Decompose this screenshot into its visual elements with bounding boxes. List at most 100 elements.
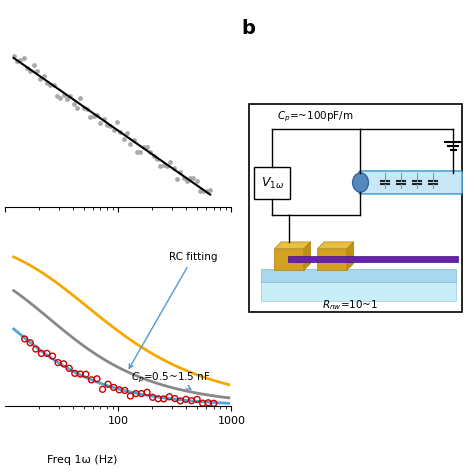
Point [173, 175, 181, 183]
Polygon shape [347, 242, 354, 270]
Point [27, 67, 34, 74]
Text: RC fitting: RC fitting [129, 252, 217, 368]
Point [90, 112, 97, 120]
Text: $R_{nw}$=10~1: $R_{nw}$=10~1 [322, 298, 378, 312]
Point [186, 174, 194, 182]
Point [155, 395, 162, 402]
Point [86, 114, 94, 121]
Point [103, 122, 111, 129]
Point [127, 141, 134, 148]
Point [110, 126, 118, 134]
Point [146, 148, 154, 156]
Point [200, 188, 207, 195]
Polygon shape [304, 242, 310, 270]
Point [17, 56, 24, 64]
Point [176, 169, 184, 176]
Point [13, 57, 21, 64]
Point [153, 155, 161, 163]
Point [66, 92, 74, 100]
Point [82, 371, 90, 378]
Point [70, 100, 77, 108]
Point [53, 92, 61, 100]
Point [33, 67, 41, 74]
Point [206, 186, 214, 194]
Point [43, 79, 51, 87]
Point [160, 395, 167, 403]
Point [137, 148, 144, 155]
Point [104, 381, 112, 388]
Point [23, 64, 31, 72]
Point [163, 163, 171, 170]
Point [88, 376, 95, 383]
Polygon shape [318, 249, 347, 270]
Point [130, 137, 137, 144]
Point [40, 73, 47, 80]
Point [140, 144, 147, 151]
Point [20, 55, 27, 62]
Point [76, 94, 84, 101]
Point [133, 148, 141, 156]
Polygon shape [274, 249, 304, 270]
Point [60, 91, 67, 99]
Point [83, 105, 91, 112]
Point [76, 370, 84, 378]
Point [107, 123, 114, 130]
Text: $C_p$=~100pF/m: $C_p$=~100pF/m [277, 110, 353, 125]
Point [190, 175, 197, 182]
Point [117, 128, 124, 136]
Point [120, 135, 128, 143]
Point [63, 96, 71, 103]
Point [171, 395, 179, 402]
Point [60, 360, 67, 368]
Point [97, 119, 104, 127]
Text: $C_p$=0.5~1.5 nF: $C_p$=0.5~1.5 nF [131, 370, 210, 389]
Point [93, 111, 101, 119]
Point [160, 162, 167, 169]
Point [123, 129, 131, 137]
Point [37, 350, 45, 357]
Point [177, 397, 184, 405]
Point [100, 115, 108, 123]
Point [21, 335, 28, 343]
Point [196, 188, 204, 195]
Point [32, 345, 40, 353]
Point [143, 144, 151, 151]
Point [149, 393, 156, 401]
Point [30, 61, 37, 69]
Point [193, 177, 201, 185]
Point [182, 395, 190, 403]
Bar [288, 256, 458, 262]
Point [56, 94, 64, 102]
Point [99, 385, 106, 393]
Point [137, 390, 145, 397]
Point [71, 370, 79, 377]
Point [54, 359, 62, 366]
Point [204, 399, 212, 407]
Point [10, 52, 18, 60]
Point [93, 375, 101, 383]
Point [121, 387, 128, 394]
Bar [261, 269, 456, 282]
Point [132, 390, 140, 397]
Point [166, 158, 174, 166]
Text: Freq 1ω (Hz): Freq 1ω (Hz) [47, 455, 118, 465]
Point [73, 104, 81, 112]
Point [43, 350, 51, 357]
Point [193, 396, 201, 403]
Point [143, 389, 151, 396]
Point [150, 152, 157, 160]
Point [46, 82, 54, 89]
Point [180, 174, 187, 182]
Ellipse shape [353, 173, 368, 192]
Point [116, 386, 123, 393]
Bar [261, 281, 456, 301]
Text: $V_{1\omega}$: $V_{1\omega}$ [261, 175, 283, 191]
Point [113, 118, 121, 126]
Polygon shape [274, 242, 310, 249]
Point [110, 383, 118, 391]
Point [210, 400, 218, 407]
Point [199, 400, 207, 407]
Point [65, 365, 73, 372]
FancyBboxPatch shape [359, 171, 462, 194]
Point [50, 81, 57, 89]
